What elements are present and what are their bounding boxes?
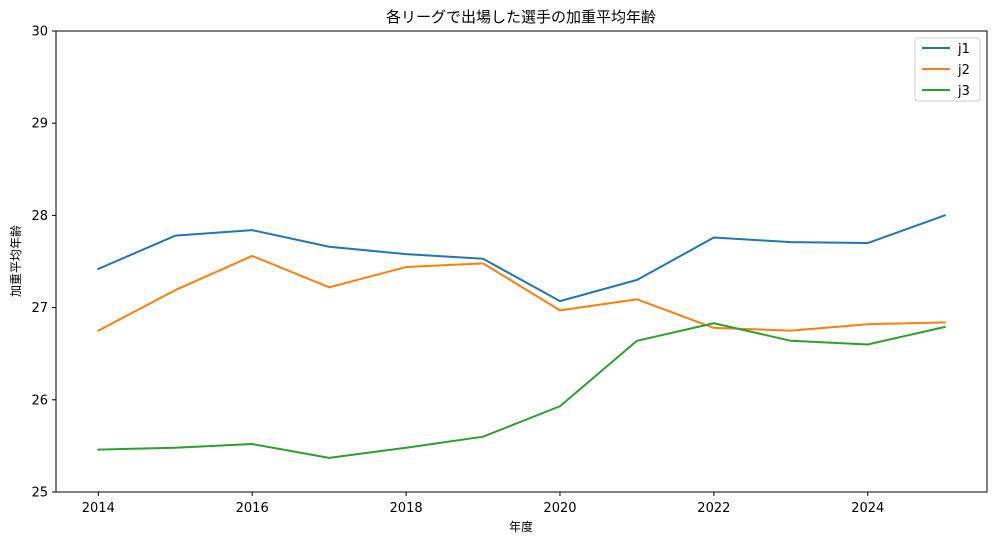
series-line-j1: [97, 214, 946, 303]
x-tick-label: 2022: [697, 501, 730, 516]
y-tick-label: 29: [31, 117, 48, 132]
y-tick-label: 27: [31, 301, 48, 316]
x-tick-label: 2016: [236, 501, 269, 516]
x-tick-label: 2014: [82, 501, 115, 516]
x-tick-label: 2024: [851, 501, 884, 516]
legend-label-j2: j2: [957, 63, 970, 78]
series-lines: [96, 214, 946, 459]
y-axis: 25 26 27 28 29 30: [31, 25, 56, 501]
plot-area: [55, 30, 988, 493]
y-tick-label: 30: [31, 25, 48, 40]
chart-title: 各リーグで出場した選手の加重平均年齢: [386, 8, 656, 26]
series-line-j3: [97, 322, 946, 459]
x-tick-label: 2018: [390, 501, 423, 516]
x-axis-label: 年度: [509, 519, 533, 534]
y-tick-label: 25: [31, 486, 48, 501]
x-tick-label: 2020: [543, 501, 576, 516]
y-tick-label: 28: [31, 209, 48, 224]
y-tick-label: 26: [31, 393, 48, 408]
legend: j1 j2 j3: [914, 37, 981, 102]
series-line-j2: [96, 254, 946, 333]
x-axis: 2014 2016 2018 2020 2022 2024: [82, 492, 884, 516]
legend-label-j3: j3: [957, 84, 970, 99]
legend-label-j1: j1: [957, 42, 970, 57]
y-axis-label: 加重平均年齢: [8, 225, 23, 297]
